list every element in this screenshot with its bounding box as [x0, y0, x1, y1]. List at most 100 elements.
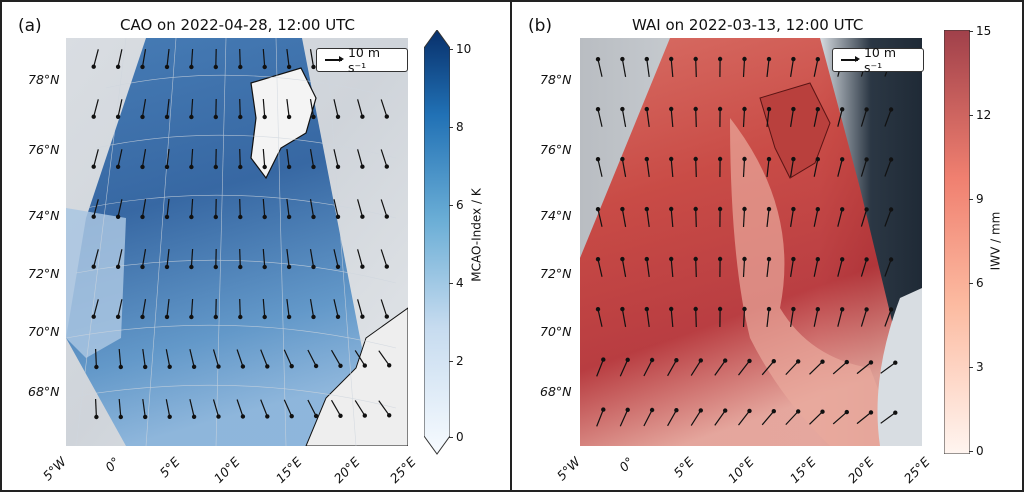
- wind-arrowhead: [240, 364, 246, 369]
- wind-arrow: [142, 349, 146, 367]
- wind-arrow: [354, 400, 366, 416]
- wind-arrow: [670, 308, 674, 328]
- wind-arrow: [354, 350, 366, 366]
- wind-arrowhead: [620, 156, 625, 162]
- wind-arrowhead: [115, 214, 121, 219]
- wind-arrowhead: [335, 314, 341, 319]
- wind-arrowhead: [360, 164, 365, 169]
- wind-arrowhead: [94, 364, 99, 370]
- colorbar-b: [944, 30, 970, 454]
- wind-arrow: [141, 49, 147, 67]
- wind-arrowhead: [888, 107, 894, 112]
- lat-label: 72°N: [28, 266, 60, 281]
- wind-arrow: [236, 399, 244, 417]
- wind-legend-label: 10 m s⁻¹: [347, 45, 381, 75]
- wind-arrow: [309, 199, 315, 217]
- wind-arrowhead: [693, 106, 698, 112]
- wind-arrow: [860, 109, 868, 127]
- wind-arrowhead: [649, 357, 655, 363]
- wind-arrowhead: [142, 414, 148, 420]
- wind-arrowhead: [595, 156, 601, 162]
- wind-arrowhead: [864, 157, 869, 162]
- wind-arrow: [333, 149, 339, 167]
- colorbar-tick: 4: [449, 276, 464, 290]
- wind-arrow: [597, 259, 603, 277]
- wind-arrowhead: [238, 114, 243, 120]
- wind-arrowhead: [766, 306, 772, 312]
- wind-arrowhead: [338, 413, 343, 418]
- wind-arrow: [309, 49, 315, 67]
- lat-label: 68°N: [540, 384, 572, 399]
- wind-arrow: [93, 49, 99, 67]
- wind-arrow: [646, 209, 650, 227]
- wind-arrowhead: [698, 408, 704, 413]
- map-svg: [580, 38, 922, 446]
- wind-arrow: [813, 59, 819, 77]
- wind-arrowhead: [625, 407, 630, 412]
- wind-arrowhead: [595, 106, 601, 112]
- wind-arrowhead: [387, 413, 392, 418]
- svalbard-land: [759, 82, 831, 179]
- colorbar-tick: 10: [448, 42, 472, 56]
- wind-arrow: [670, 158, 674, 178]
- wind-arrow: [357, 299, 363, 317]
- wind-arrow: [619, 359, 629, 377]
- wind-arrow: [117, 149, 123, 167]
- wind-arrowhead: [262, 64, 267, 70]
- wind-arrow: [714, 360, 726, 376]
- colorbar-tick: 15: [968, 24, 992, 38]
- wind-arrow: [357, 249, 363, 267]
- wind-arrowhead: [213, 114, 218, 120]
- wind-arrowhead: [164, 214, 170, 220]
- norway-coast: [305, 307, 408, 446]
- wind-arrow: [761, 410, 775, 426]
- wind-arrow: [141, 299, 147, 317]
- wind-arrow: [621, 208, 627, 228]
- wind-arrowhead: [311, 264, 316, 270]
- wind-arrow: [813, 209, 819, 227]
- wind-arrow: [766, 59, 770, 77]
- wind-arrowhead: [722, 358, 728, 363]
- wind-arrow: [165, 399, 171, 417]
- wind-arrowhead: [384, 264, 389, 269]
- wind-arrow: [117, 99, 123, 117]
- panel-letter: (b): [528, 16, 553, 36]
- wind-arrowhead: [791, 56, 796, 62]
- wind-arrowhead: [644, 206, 650, 212]
- lon-label: 5°W: [39, 454, 70, 484]
- lon-label: 10°E: [210, 454, 243, 486]
- wind-arrowhead: [167, 414, 172, 419]
- wind-arrowhead: [140, 314, 145, 320]
- wind-arrow: [596, 359, 604, 377]
- wind-arrowhead: [815, 106, 820, 112]
- wind-arrow: [813, 109, 819, 127]
- wind-arrow: [309, 149, 315, 167]
- map-area: [66, 38, 408, 446]
- lon-label: 20°E: [844, 454, 877, 486]
- wind-arrow: [860, 309, 868, 327]
- wind-arrowhead: [722, 408, 728, 413]
- wind-arrow: [695, 308, 697, 328]
- wind-arrow: [809, 411, 823, 425]
- wind-arrow: [236, 349, 244, 367]
- wind-arrowhead: [840, 307, 845, 312]
- wind-arrow: [742, 258, 746, 278]
- wind-arrowhead: [601, 357, 606, 362]
- wind-arrow: [790, 159, 794, 177]
- wind-arrow: [166, 249, 170, 267]
- wind-arrow: [790, 209, 794, 227]
- wind-arrow: [239, 198, 241, 218]
- colorbar-tick: 8: [449, 120, 464, 134]
- wind-arrow: [93, 99, 99, 117]
- wind-arrow: [856, 411, 872, 425]
- wind-arrowhead: [213, 164, 218, 170]
- wind-arrowhead: [164, 64, 170, 70]
- wind-arrow: [262, 198, 266, 218]
- wind-arrowhead: [311, 314, 316, 320]
- wind-arrow: [141, 149, 147, 167]
- wind-arrow: [283, 399, 293, 417]
- wind-arrow: [646, 309, 650, 327]
- wind-arrow: [761, 360, 775, 376]
- wind-arrow: [190, 98, 194, 118]
- wind-arrow: [742, 308, 746, 328]
